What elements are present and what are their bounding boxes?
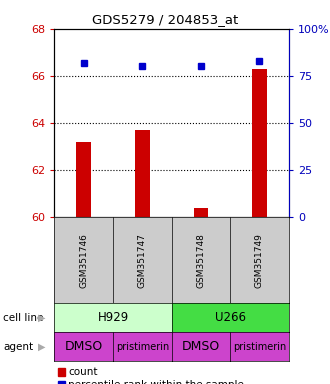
Bar bbox=[135, 130, 149, 217]
Text: count: count bbox=[68, 367, 98, 377]
Text: GSM351749: GSM351749 bbox=[255, 233, 264, 288]
Bar bbox=[77, 142, 91, 217]
Bar bbox=[252, 69, 267, 217]
Text: ▶: ▶ bbox=[38, 341, 46, 352]
Text: DMSO: DMSO bbox=[65, 340, 103, 353]
Text: DMSO: DMSO bbox=[182, 340, 220, 353]
Text: H929: H929 bbox=[97, 311, 129, 324]
Bar bbox=[194, 208, 208, 217]
Text: cell line: cell line bbox=[3, 313, 44, 323]
Text: GSM351747: GSM351747 bbox=[138, 233, 147, 288]
Text: agent: agent bbox=[3, 341, 33, 352]
Text: GSM351748: GSM351748 bbox=[196, 233, 205, 288]
Text: GDS5279 / 204853_at: GDS5279 / 204853_at bbox=[92, 13, 238, 26]
Text: pristimerin: pristimerin bbox=[116, 341, 169, 352]
Text: U266: U266 bbox=[215, 311, 246, 324]
Text: GSM351746: GSM351746 bbox=[79, 233, 88, 288]
Text: ▶: ▶ bbox=[38, 313, 46, 323]
Text: pristimerin: pristimerin bbox=[233, 341, 286, 352]
Text: percentile rank within the sample: percentile rank within the sample bbox=[68, 380, 244, 384]
